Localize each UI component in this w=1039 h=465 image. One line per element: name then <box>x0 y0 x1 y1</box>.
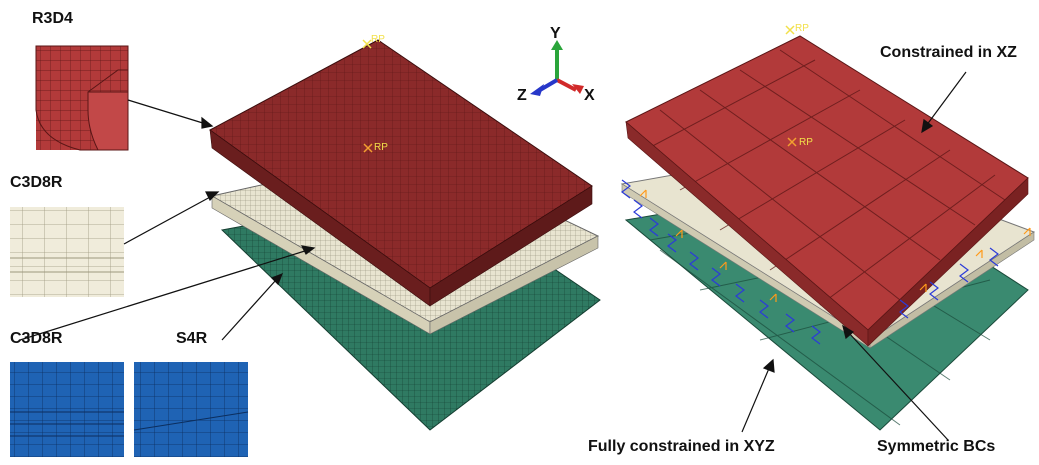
left-rigid-plate <box>209 39 593 307</box>
axis-triad <box>530 40 584 96</box>
right-rigid-plate <box>625 35 1029 347</box>
rp-label-left-center: RP <box>374 142 388 153</box>
rp-marker-left-top <box>362 39 372 49</box>
axis-z-label: Z <box>517 87 527 104</box>
label-c3d8r-top: C3D8R <box>10 174 63 191</box>
symmetric-bc-markers <box>621 179 1031 345</box>
rp-marker-right-center <box>787 137 797 147</box>
s4r-inset <box>133 362 249 457</box>
callout-arrows <box>19 71 967 441</box>
rp-label-right-center: RP <box>799 137 813 148</box>
axis-x-label: X <box>584 87 595 104</box>
label-constrained-xz: Constrained in XZ <box>880 44 1017 61</box>
r3d4-inset <box>35 45 129 151</box>
rp-marker-right-top <box>785 25 795 35</box>
c3d8r-inset-bottom <box>10 362 124 457</box>
label-s4r: S4R <box>176 330 208 347</box>
label-r3d4: R3D4 <box>32 10 73 27</box>
c3d8r-inset-top <box>10 207 124 297</box>
rp-marker-left-center <box>363 143 373 153</box>
label-symmetric-bcs: Symmetric BCs <box>877 438 996 455</box>
rp-label-left-top: RP <box>371 34 385 45</box>
label-c3d8r-bottom: C3D8R <box>10 330 63 347</box>
axis-y-label: Y <box>550 25 561 42</box>
label-fully-constrained-xyz: Fully constrained in XYZ <box>588 438 775 455</box>
rp-label-right-top: RP <box>795 23 809 34</box>
